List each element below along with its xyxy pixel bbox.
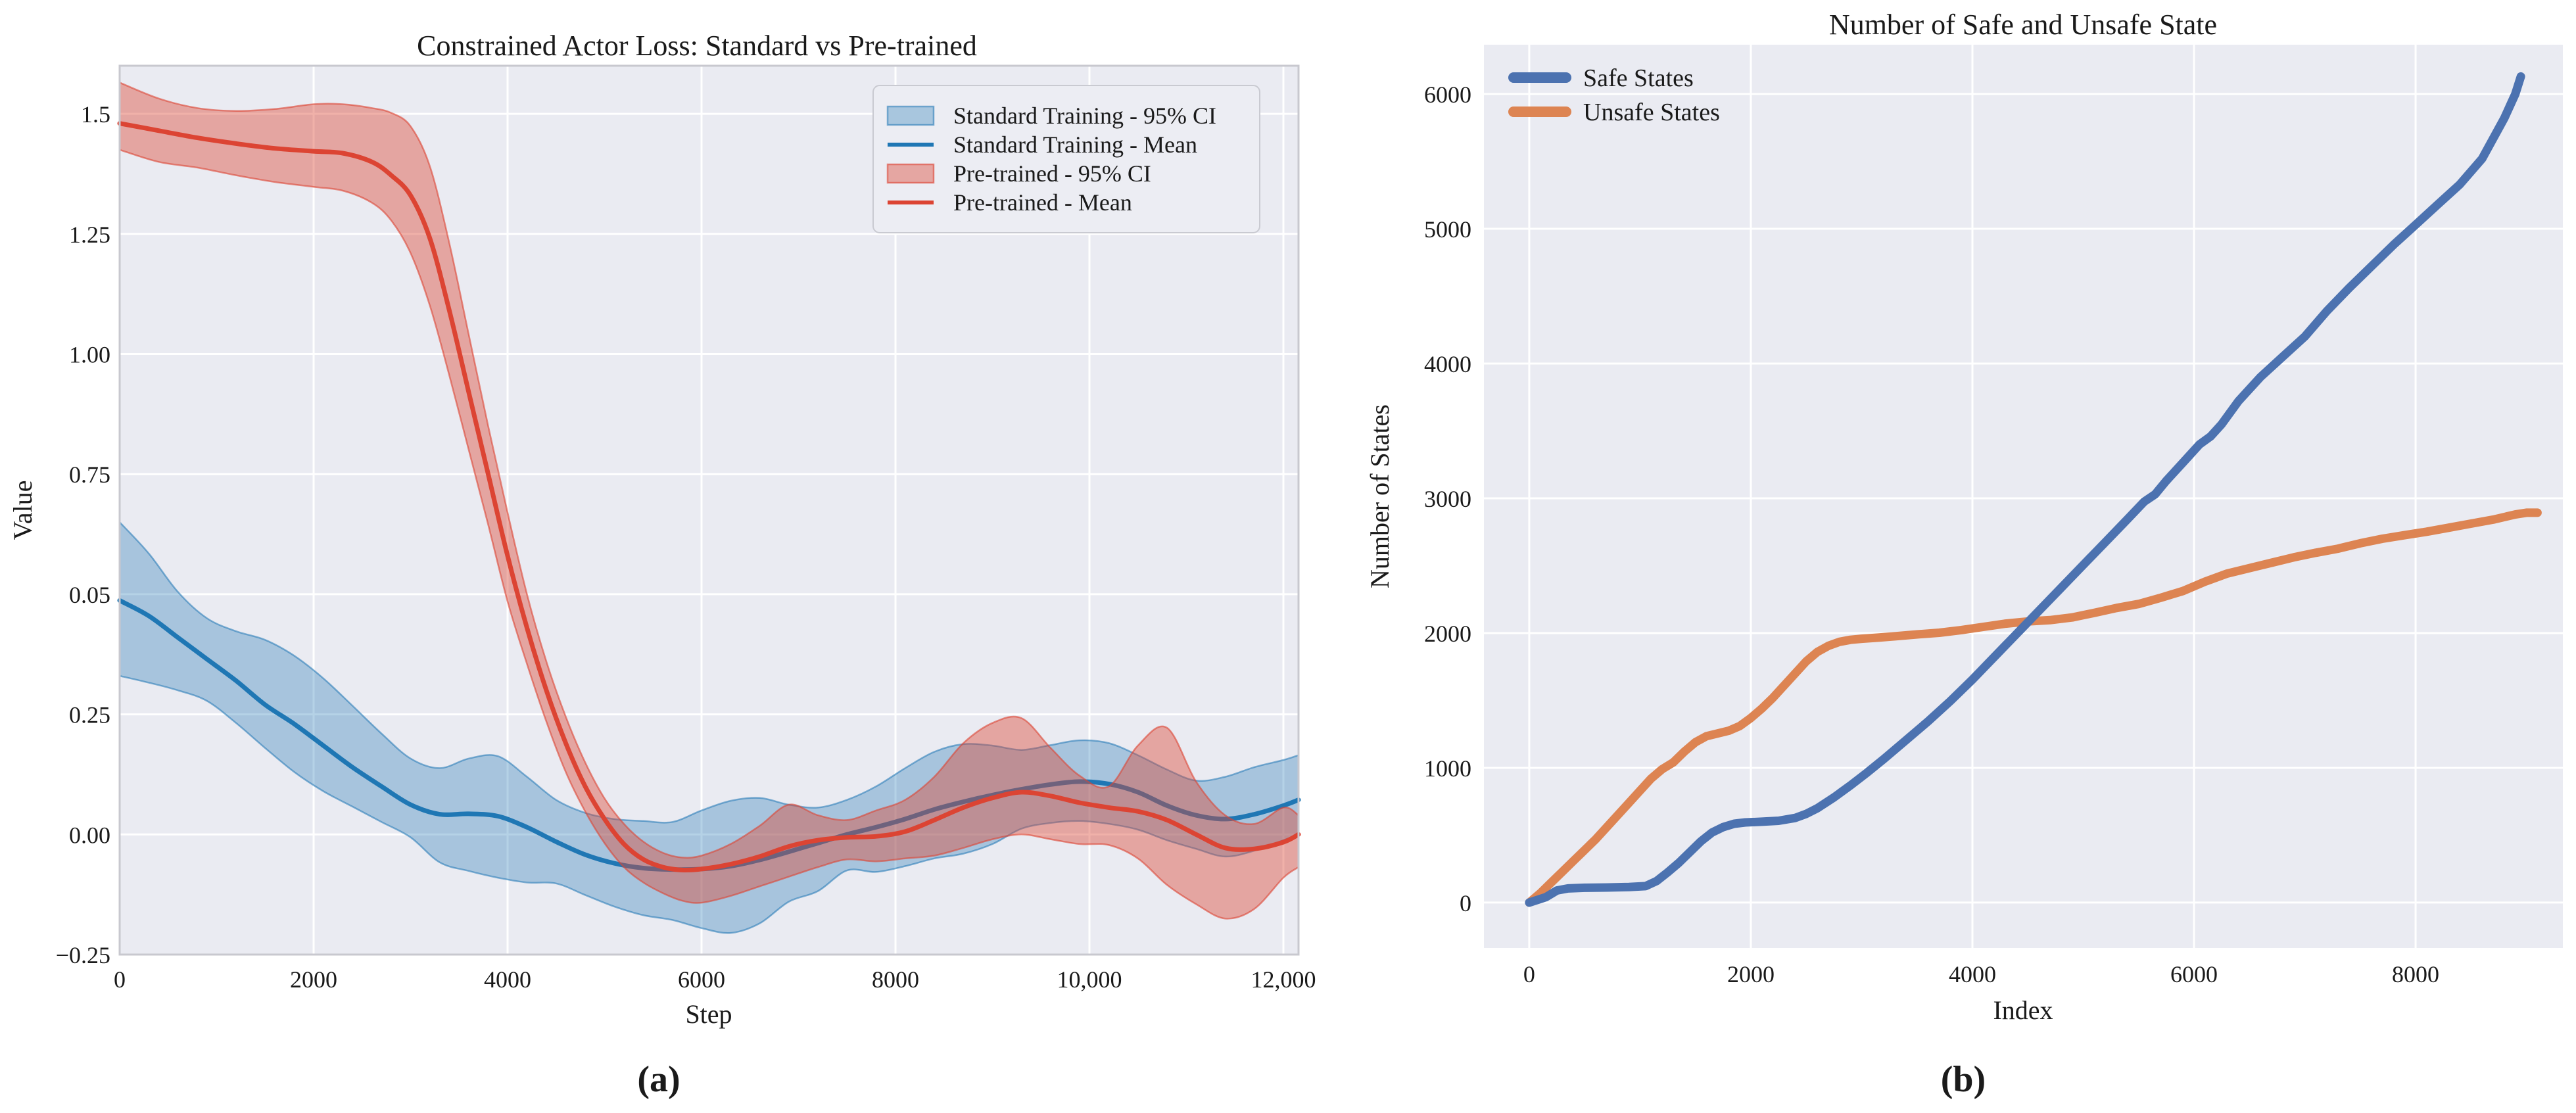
legend-label: Safe States [1583, 64, 1694, 92]
x-tick-label: 4000 [484, 966, 531, 993]
legend-band-swatch [886, 105, 935, 126]
plot-border [118, 64, 1300, 956]
series-group [1525, 72, 2542, 907]
legend-label: Standard Training - 95% CI [953, 103, 1216, 129]
y-tick-labels: 0 1000 2000 3000 4000 5000 6000 [1424, 82, 1471, 916]
y-tick-label: 6000 [1424, 82, 1471, 108]
y-tick-label: 2000 [1424, 621, 1471, 647]
chart-constrained-actor-loss: 0 2000 4000 6000 8000 10,000 12,000 1.5 1.25 1.00… [8, 30, 1316, 1029]
y-tick-label: 4000 [1424, 351, 1471, 377]
series-group [117, 82, 1301, 934]
plot-area [1484, 45, 2563, 948]
y-tick-label: 5000 [1424, 216, 1471, 243]
data-line [1525, 508, 2542, 907]
data-line [117, 121, 1301, 873]
legend-box [872, 85, 1260, 233]
legend-label: Unsafe States [1583, 99, 1720, 126]
x-tick-label: 0 [1523, 961, 1535, 987]
legend-label: Pre-trained - 95% CI [953, 160, 1151, 187]
y-tick-label: 1.5 [81, 101, 110, 128]
legend-label: Pre-trained - Mean [953, 189, 1132, 216]
y-axis-label: Number of States [1365, 404, 1395, 588]
legend-label: Standard Training - Mean [953, 131, 1197, 158]
x-tick-label: 12,000 [1251, 966, 1316, 993]
chart-title: Constrained Actor Loss: Standard vs Pre-… [417, 30, 977, 62]
x-tick-labels: 0 2000 4000 6000 8000 [1523, 961, 2439, 987]
y-tick-label: 1.00 [69, 341, 110, 367]
x-tick-label: 4000 [1949, 961, 1996, 987]
x-tick-label: 8000 [872, 966, 919, 993]
gridlines [1484, 45, 2563, 948]
y-tick-label: 0.25 [69, 702, 110, 728]
caption-a: (a) [637, 1059, 680, 1100]
y-tick-labels: 1.5 1.25 1.00 0.75 0.05 0.25 0.00 −0.25 [56, 101, 110, 968]
y-tick-label: 1000 [1424, 755, 1471, 782]
y-tick-label: 0 [1460, 890, 1471, 916]
y-tick-label: 0.05 [69, 582, 110, 608]
x-axis-label: Index [1993, 995, 2053, 1025]
x-tick-label: 6000 [678, 966, 725, 993]
ci-band [118, 82, 1300, 920]
chart-title: Number of Safe and Unsafe State [1829, 9, 2217, 41]
y-tick-label: 3000 [1424, 486, 1471, 512]
y-tick-label: 0.75 [69, 462, 110, 488]
x-tick-label: 0 [114, 966, 126, 993]
data-line [1525, 72, 2525, 907]
x-tick-label: 6000 [2170, 961, 2218, 987]
x-axis-label: Step [685, 999, 732, 1029]
x-tick-label: 2000 [290, 966, 337, 993]
legend: Safe States Unsafe States [1508, 64, 1720, 126]
y-tick-label: 0.00 [69, 822, 110, 848]
x-tick-label: 10,000 [1057, 966, 1122, 993]
y-axis-label: Value [8, 480, 37, 540]
legend-band-swatch [886, 163, 935, 184]
x-tick-labels: 0 2000 4000 6000 8000 10,000 12,000 [114, 966, 1316, 993]
caption-b: (b) [1941, 1059, 1986, 1100]
x-tick-label: 2000 [1727, 961, 1775, 987]
y-tick-label: −0.25 [56, 942, 110, 968]
x-tick-label: 8000 [2392, 961, 2439, 987]
y-tick-label: 1.25 [69, 222, 110, 248]
chart-safe-unsafe-states: 0 2000 4000 6000 8000 0 1000 2000 3000 4000 5000 60… [1365, 9, 2563, 1025]
